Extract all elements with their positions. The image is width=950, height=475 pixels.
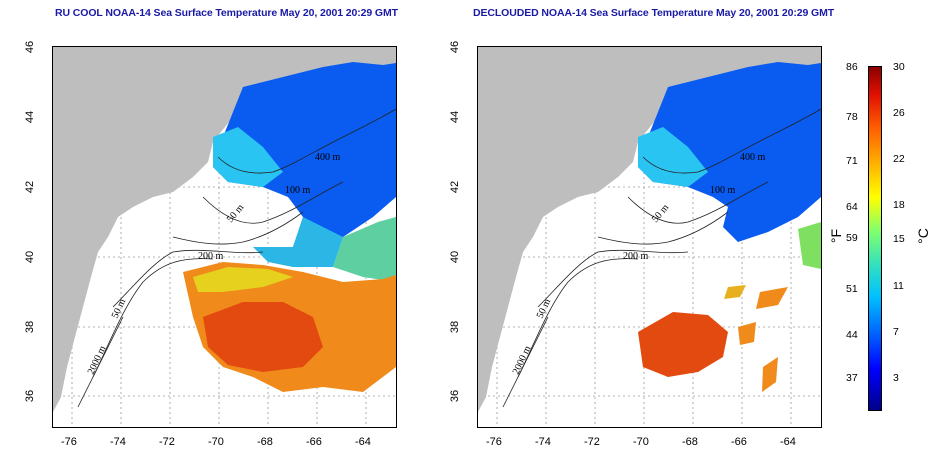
right-cool-water (638, 127, 708, 187)
colorbar-c-tick-7: 7 (893, 326, 899, 338)
right-warm-patch-2 (724, 285, 746, 299)
left-ytick-4: 40 (24, 250, 37, 264)
left-map-title: RU COOL NOAA-14 Sea Surface Temperature … (55, 7, 398, 19)
colorbar-f-tick-1: 86 (846, 61, 858, 73)
colorbar-f-tick-8: 37 (846, 372, 858, 384)
left-land (53, 47, 396, 412)
right-map-title: DECLOUDED NOAA-14 Sea Surface Temperatur… (473, 7, 835, 19)
left-xtick-2: -74 (110, 436, 126, 448)
right-ytick-6: 36 (449, 389, 462, 403)
right-land (478, 47, 821, 412)
left-xtick-4: -70 (208, 436, 224, 448)
right-contour-label-6: 2000 m (511, 344, 534, 376)
left-map-graphic: 400 m 100 m 50 m 200 m 50 m 2000 m (53, 47, 396, 427)
right-xtick-2: -74 (535, 436, 551, 448)
left-hot-core (203, 302, 323, 372)
left-ytick-3: 42 (24, 180, 37, 194)
right-contours (502, 108, 821, 408)
colorbar-f-tick-4: 64 (846, 201, 858, 213)
right-contour-label-4: 200 m (623, 251, 649, 262)
colorbar-f-tick-3: 71 (846, 155, 858, 167)
right-land-island (486, 111, 498, 135)
colorbar-f-tick-5: 59 (846, 232, 858, 244)
right-xtick-4: -70 (633, 436, 649, 448)
right-ytick-3: 42 (449, 180, 462, 194)
right-xtick-5: -68 (682, 436, 698, 448)
left-contour-label-6: 2000 m (86, 344, 109, 376)
right-contour-label-1: 400 m (740, 152, 766, 163)
right-cold-water (638, 62, 821, 242)
left-xtick-3: -72 (159, 436, 175, 448)
left-ytick-6: 36 (24, 389, 37, 403)
colorbar-fahrenheit-unit: °F (828, 228, 845, 244)
left-cool-water (213, 127, 283, 187)
left-mid-water (333, 217, 396, 282)
right-warm-patch-4 (738, 322, 756, 345)
colorbar-c-tick-5: 15 (893, 233, 905, 245)
right-warm-patch-3 (762, 357, 778, 392)
colorbar-celsius-unit: °C (914, 228, 931, 244)
colorbar-f-tick-7: 44 (846, 329, 858, 341)
left-cool-shelf (253, 217, 343, 267)
right-ytick-1: 46 (449, 40, 462, 54)
right-xtick-6: -66 (731, 436, 747, 448)
colorbar-c-tick-6: 11 (893, 280, 904, 292)
left-contours (77, 108, 396, 408)
right-xtick-1: -76 (486, 436, 502, 448)
left-land-island (61, 111, 73, 135)
right-map-panel: 400 m 100 m 50 m 200 m 50 m 2000 m (477, 46, 822, 428)
left-xtick-5: -68 (257, 436, 273, 448)
left-ytick-2: 44 (24, 110, 37, 124)
left-contour-label-4: 200 m (198, 251, 224, 262)
left-xtick-1: -76 (61, 436, 77, 448)
colorbar-c-tick-2: 26 (893, 107, 905, 119)
colorbar-c-tick-1: 30 (893, 61, 905, 73)
colorbar-c-tick-4: 18 (893, 199, 905, 211)
left-xtick-7: -64 (355, 436, 371, 448)
right-hot-core (638, 312, 728, 377)
colorbar-f-tick-6: 51 (846, 283, 858, 295)
right-contour-label-2: 100 m (710, 185, 736, 196)
left-xtick-6: -66 (306, 436, 322, 448)
right-ytick-5: 38 (449, 320, 462, 334)
left-contour-label-3: 50 m (225, 202, 247, 225)
left-ytick-5: 38 (24, 320, 37, 334)
left-map-panel: 400 m 100 m 50 m 200 m 50 m 2000 m (52, 46, 397, 428)
right-xtick-7: -64 (780, 436, 796, 448)
left-contour-label-2: 100 m (285, 185, 311, 196)
left-yellow-band (193, 267, 293, 292)
left-ytick-1: 46 (24, 40, 37, 54)
right-mid-water (798, 222, 821, 269)
colorbar-c-tick-3: 22 (893, 153, 905, 165)
right-map-graphic: 400 m 100 m 50 m 200 m 50 m 2000 m (478, 47, 821, 427)
right-contour-label-3: 50 m (650, 202, 672, 225)
right-ytick-4: 40 (449, 250, 462, 264)
left-contour-label-1: 400 m (315, 152, 341, 163)
right-xtick-3: -72 (584, 436, 600, 448)
right-ytick-2: 44 (449, 110, 462, 124)
right-warm-patch-1 (756, 287, 788, 309)
temperature-colorbar (868, 66, 882, 411)
colorbar-c-tick-8: 3 (893, 372, 899, 384)
colorbar-f-tick-2: 78 (846, 111, 858, 123)
